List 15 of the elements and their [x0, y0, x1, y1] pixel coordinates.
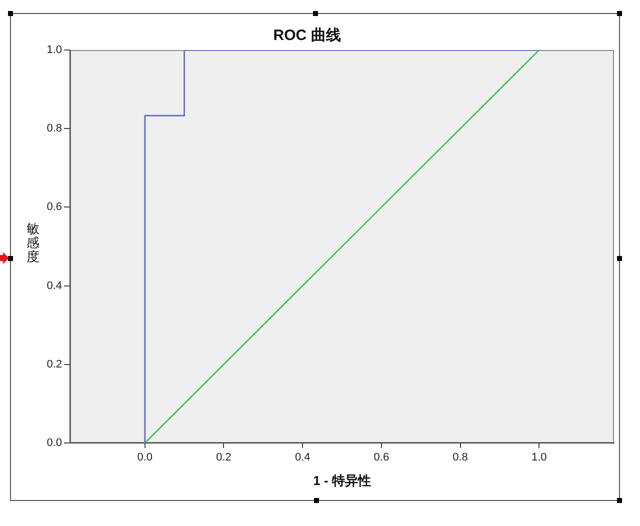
x-tick-label: 0.6 — [374, 452, 390, 464]
y-tick-label: 0.6 — [46, 201, 62, 214]
x-tick-label: 1.0 — [531, 452, 547, 464]
y-tick-label: 0.0 — [46, 437, 62, 450]
x-tick-label: 0.4 — [294, 452, 310, 464]
y-tick-label: 1.0 — [46, 44, 62, 56]
y-tick-label: 0.2 — [46, 358, 62, 370]
y-axis-title: 敏感度 — [26, 222, 40, 265]
x-tick-label: 0.2 — [216, 452, 232, 464]
chart-title: ROC 曲线 — [273, 27, 341, 44]
y-tick-label: 0.8 — [46, 122, 62, 135]
y-tick-label: 0.4 — [46, 280, 62, 292]
x-axis-title: 1 - 特异性 — [313, 472, 371, 488]
x-tick-label: 0.8 — [452, 452, 468, 464]
x-tick-label: 0.0 — [137, 452, 153, 464]
